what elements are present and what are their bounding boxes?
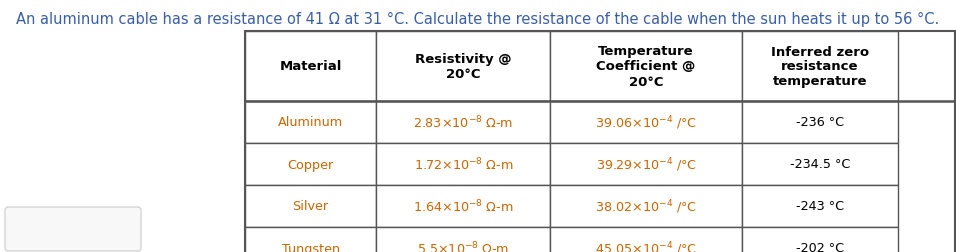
Bar	[551, 32, 742, 102]
Bar	[742, 227, 899, 252]
Text: 39.06×10$^{-4}$ /°C: 39.06×10$^{-4}$ /°C	[596, 114, 697, 131]
Text: An aluminum cable has a resistance of 41 Ω at 31 °C. Calculate the resistance of: An aluminum cable has a resistance of 41…	[16, 12, 940, 27]
Text: Aluminum: Aluminum	[278, 116, 343, 129]
Text: 39.29×10$^{-4}$ /°C: 39.29×10$^{-4}$ /°C	[596, 155, 697, 173]
Text: Inferred zero
resistance
temperature: Inferred zero resistance temperature	[771, 45, 869, 88]
Bar	[742, 102, 899, 143]
Bar	[551, 143, 742, 185]
Bar	[377, 102, 551, 143]
Bar	[742, 143, 899, 185]
Bar	[551, 102, 742, 143]
Bar	[551, 227, 742, 252]
Bar	[245, 227, 377, 252]
Text: 1.72×10$^{-8}$ Ω-m: 1.72×10$^{-8}$ Ω-m	[414, 156, 513, 173]
Text: -202 °C: -202 °C	[796, 241, 844, 252]
Bar	[377, 185, 551, 227]
Text: -234.5 °C: -234.5 °C	[790, 158, 850, 171]
Text: Material: Material	[279, 60, 342, 73]
Bar	[245, 32, 377, 102]
Bar	[377, 227, 551, 252]
Text: Copper: Copper	[288, 158, 334, 171]
Text: Resistivity @
20°C: Resistivity @ 20°C	[415, 53, 511, 81]
Bar	[742, 32, 899, 102]
Text: 5.5×10$^{-8}$ Ω-m: 5.5×10$^{-8}$ Ω-m	[417, 240, 510, 252]
Bar	[551, 185, 742, 227]
Bar	[245, 143, 377, 185]
Text: 45.05×10$^{-4}$ /°C: 45.05×10$^{-4}$ /°C	[596, 239, 697, 252]
Bar	[245, 102, 377, 143]
Bar	[245, 32, 955, 252]
Text: 38.02×10$^{-4}$ /°C: 38.02×10$^{-4}$ /°C	[596, 197, 697, 215]
Bar	[245, 185, 377, 227]
Text: Temperature
Coefficient @
20°C: Temperature Coefficient @ 20°C	[597, 45, 696, 88]
Bar	[742, 185, 899, 227]
Text: -236 °C: -236 °C	[796, 116, 844, 129]
Text: -243 °C: -243 °C	[796, 200, 844, 213]
Bar	[377, 143, 551, 185]
Bar	[377, 32, 551, 102]
Text: 1.64×10$^{-8}$ Ω-m: 1.64×10$^{-8}$ Ω-m	[413, 198, 513, 214]
Text: Silver: Silver	[293, 200, 329, 213]
FancyBboxPatch shape	[5, 207, 141, 251]
Text: Tungsten: Tungsten	[282, 241, 339, 252]
Text: 2.83×10$^{-8}$ Ω-m: 2.83×10$^{-8}$ Ω-m	[413, 114, 513, 131]
